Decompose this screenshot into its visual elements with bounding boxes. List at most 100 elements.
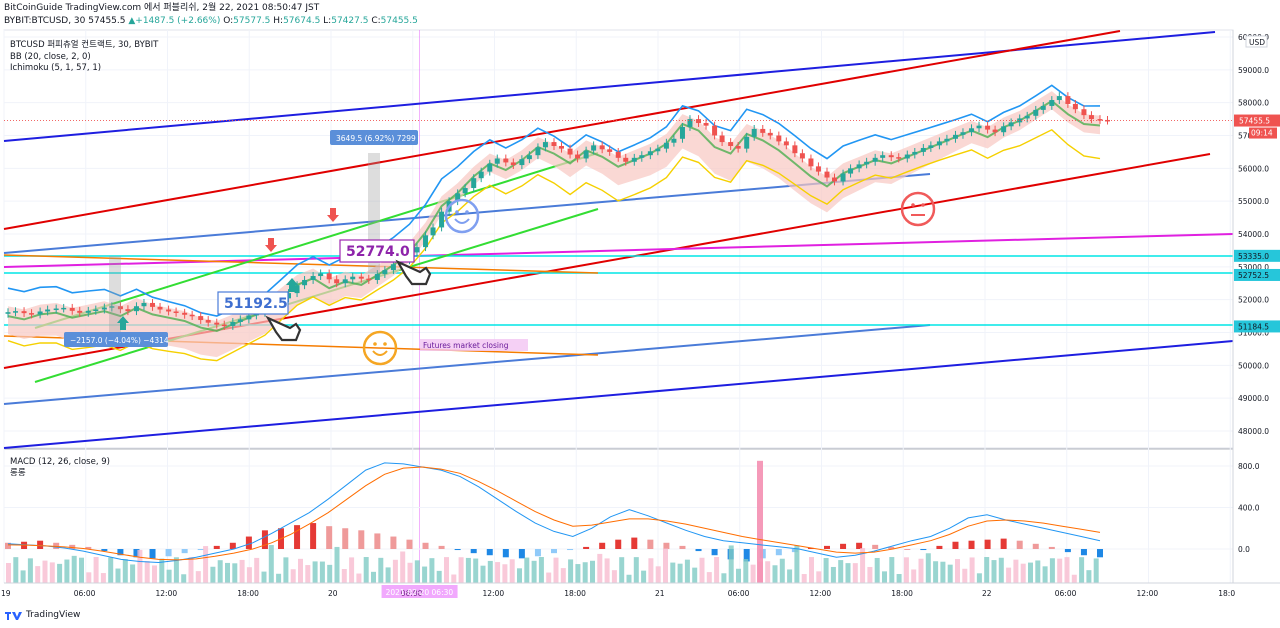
volume-bar: [714, 557, 720, 583]
volume-bar: [341, 569, 347, 583]
volume-bar: [327, 564, 333, 583]
price-axis-label: 56000.0: [1238, 164, 1269, 173]
ichimoku-indicator-label[interactable]: Ichimoku (5, 1, 57, 1): [10, 63, 102, 73]
candle-body: [848, 168, 854, 174]
volume-bar: [349, 557, 355, 583]
candle-body: [45, 309, 51, 312]
volume-bar: [728, 545, 734, 583]
macd-hist-bar: [213, 545, 220, 549]
face-eye: [383, 342, 387, 346]
macd-indicator-label[interactable]: MACD (12, 26, close, 9): [10, 457, 110, 467]
volume-bar: [955, 559, 960, 583]
volume-bar: [217, 560, 223, 583]
macd-hist-bar: [518, 549, 525, 559]
bb-basis: [7, 99, 1101, 332]
candle-body: [93, 309, 99, 312]
candle-body: [744, 136, 750, 149]
currency-label: USD: [1249, 38, 1265, 47]
macd-hist-bar: [294, 525, 301, 549]
candle-body: [776, 135, 782, 142]
hand-pointer-icon: [265, 315, 302, 342]
volume-bar: [137, 549, 143, 583]
candle-body: [423, 235, 429, 248]
volume-bar: [604, 558, 610, 583]
candle-body: [21, 311, 27, 314]
volume-bar: [400, 551, 406, 583]
macd-hist-bar: [856, 542, 863, 549]
volume-bar: [20, 570, 26, 583]
countdown-tag: [1249, 127, 1277, 139]
futures-label-bg: [420, 339, 528, 351]
volume-bar: [816, 571, 822, 583]
candle-body: [503, 158, 509, 163]
candle-body: [599, 145, 605, 150]
candles-group: [5, 92, 1110, 330]
candle-body: [334, 279, 340, 284]
macd-axis-label: 400.0: [1238, 504, 1260, 513]
volume-bar: [706, 572, 712, 583]
bb-indicator-label[interactable]: BB (20, close, 2, 0): [10, 52, 91, 62]
macd-hist-bar: [470, 549, 477, 554]
volume-bar: [626, 574, 632, 583]
volume-bar: [261, 571, 267, 583]
level-tag: [1234, 249, 1280, 262]
upper-channel-red: [3, 30, 1121, 230]
face-eye: [921, 203, 925, 207]
candle-body: [462, 188, 468, 194]
volume-bar: [699, 557, 705, 583]
candle-body: [141, 302, 147, 307]
candle-body: [872, 157, 878, 162]
candle-body: [888, 155, 894, 158]
candle-body: [1065, 96, 1071, 104]
volume-bar: [619, 557, 625, 583]
price-axis-label: 52000.0: [1238, 296, 1269, 305]
time-axis-label: 18:0: [1218, 589, 1235, 598]
volume-bar: [721, 573, 727, 583]
volume-bar: [648, 558, 654, 583]
candle-body: [936, 141, 942, 146]
range-measure-box-2: [109, 256, 121, 333]
candle-body: [29, 313, 35, 315]
candle-body: [567, 148, 573, 155]
candle-body: [960, 132, 966, 135]
candle-body: [928, 145, 934, 148]
face-eye: [465, 210, 469, 214]
volume-bar: [210, 566, 216, 583]
candle-body: [799, 153, 805, 159]
volume-bar: [867, 566, 873, 583]
macd-hist-bar: [775, 549, 782, 556]
candle-body: [575, 154, 581, 159]
volume-bar: [969, 557, 975, 583]
macd-hist-bar: [695, 549, 702, 552]
candle-body: [864, 161, 870, 165]
macd-hist-bar: [374, 533, 381, 549]
macd-hist-bar: [567, 549, 574, 551]
candle-body: [455, 193, 461, 202]
volume-bar: [1006, 567, 1012, 583]
tradingview-footer[interactable]: TradingView: [4, 609, 80, 621]
candle-body: [663, 142, 669, 149]
symbol-label: BYBIT:BTCUSD, 30: [4, 16, 86, 26]
volume-bar: [830, 566, 836, 583]
candle-body: [607, 149, 613, 152]
macd-axis-label: 0.0: [1238, 545, 1250, 554]
ichimoku-cloud: [8, 91, 1100, 358]
candle-body: [1081, 109, 1087, 116]
macd-hist-bar: [101, 549, 108, 552]
candle-body: [591, 145, 597, 151]
volume-bar: [984, 557, 990, 583]
volume-bar: [560, 568, 566, 583]
volume-bar: [750, 564, 756, 583]
candle-body: [53, 308, 59, 311]
time-axis-label: 12:00: [810, 589, 832, 598]
volume-bar: [531, 560, 537, 583]
volume-bar: [655, 566, 661, 583]
volume-bar: [465, 557, 471, 583]
signal-line: [7, 466, 1101, 561]
volume-bar: [736, 568, 741, 583]
macd-hist-bar: [807, 547, 814, 549]
price-axis-bg: [1233, 30, 1280, 583]
volume-bar: [509, 559, 515, 583]
candle-body: [13, 311, 18, 313]
